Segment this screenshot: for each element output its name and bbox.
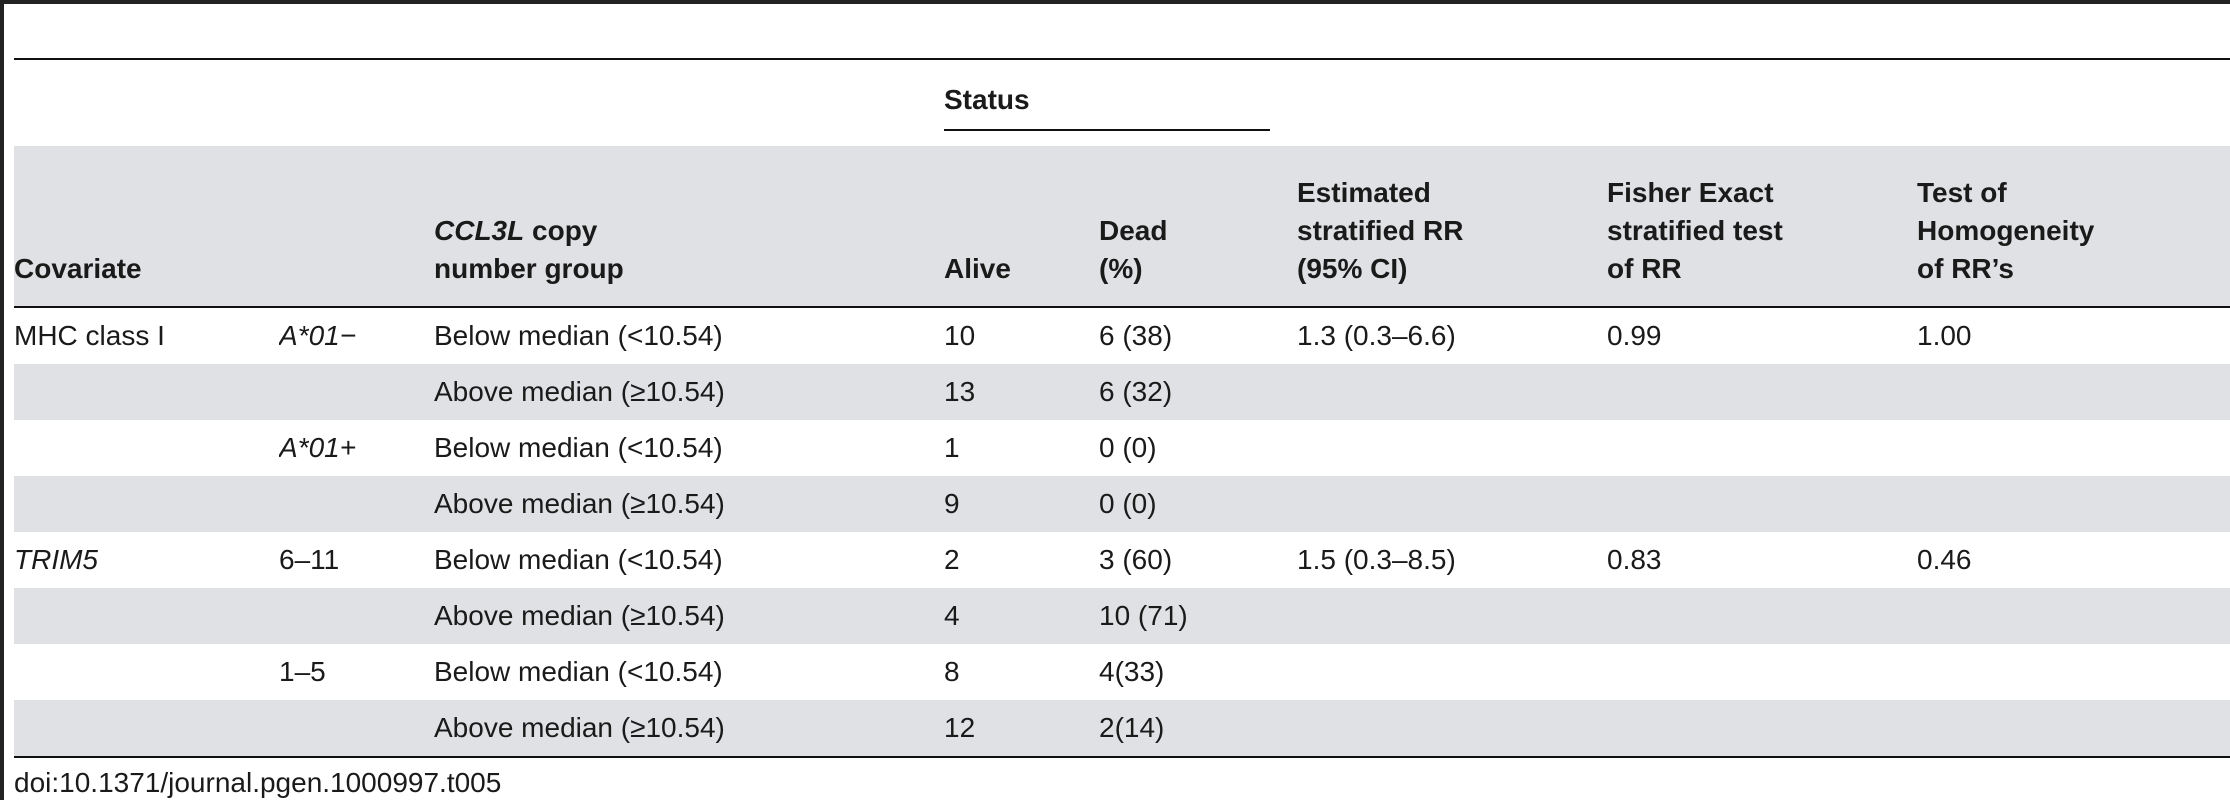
cell-fisher: 0.99 [1607,320,1662,351]
cell-group: Below median (<10.54) [434,320,723,351]
cell-covariate [14,364,279,420]
cell-level: A*01− [279,320,357,351]
column-header-row: Covariate CCL3L copy number group Alive … [14,146,2230,306]
table-row: A*01+ Below median (<10.54) 1 0 (0) [14,420,2230,476]
cell-covariate: TRIM5 [14,544,98,575]
cell-dead: 0 (0) [1099,476,1297,532]
cell-homogeneity [1917,364,2230,420]
cell-dead: 4(33) [1099,656,1165,687]
table-row: 1–5 Below median (<10.54) 8 4(33) [14,644,2230,700]
header-covariate: Covariate [14,146,279,306]
cell-fisher [1607,364,1917,420]
cell-group: Above median (≥10.54) [434,476,944,532]
cell-dead: 0 (0) [1099,432,1157,463]
cell-alive: 2 [944,544,960,575]
cell-level [279,700,434,756]
cell-rr [1297,588,1607,644]
cell-homogeneity [1917,476,2230,532]
cell-group: Above median (≥10.54) [434,588,944,644]
cell-group: Above median (≥10.54) [434,700,944,756]
cell-alive: 12 [944,700,1099,756]
cell-homogeneity [1917,700,2230,756]
cell-covariate [14,700,279,756]
cell-level [279,476,434,532]
cell-alive: 8 [944,656,960,687]
header-dead: Dead (%) [1099,146,1297,306]
table-top-rule [14,58,2230,60]
cell-group: Below median (<10.54) [434,544,723,575]
data-table-container: Status Covariate CCL3L copy number group… [14,58,2230,758]
cell-rr [1297,700,1607,756]
cell-rr [1297,476,1607,532]
cell-covariate: MHC class I [14,320,165,351]
cell-covariate [14,588,279,644]
table-row: MHC class I A*01− Below median (<10.54) … [14,308,2230,364]
left-border [0,0,4,800]
cell-alive: 4 [944,588,1099,644]
cell-fisher: 0.83 [1607,544,1662,575]
cell-dead: 2(14) [1099,700,1297,756]
cell-rr: 1.5 (0.3–8.5) [1297,544,1456,575]
cell-covariate [14,420,279,476]
cell-fisher [1607,476,1917,532]
cell-fisher [1607,420,1917,476]
data-table: Status Covariate CCL3L copy number group… [14,60,2230,758]
cell-rr [1297,644,1607,700]
doi-caption: doi:10.1371/journal.pgen.1000997.t005 [14,767,502,798]
header-estimated-rr: Estimated stratified RR (95% CI) [1297,146,1607,306]
top-border [0,0,2230,4]
cell-dead: 6 (32) [1099,364,1297,420]
cell-alive: 9 [944,476,1099,532]
cell-level [279,588,434,644]
header-rule [14,306,2230,308]
table-row: Above median (≥10.54) 9 0 (0) [14,476,2230,532]
status-header: Status [944,60,1297,146]
cell-rr [1297,364,1607,420]
cell-homogeneity [1917,588,2230,644]
cell-group: Above median (≥10.54) [434,364,944,420]
cell-rr: 1.3 (0.3–6.6) [1297,320,1456,351]
cell-alive: 13 [944,364,1099,420]
header-alive: Alive [944,146,1099,306]
table-row: Above median (≥10.54) 12 2(14) [14,700,2230,756]
table-row: TRIM5 6–11 Below median (<10.54) 2 3 (60… [14,532,2230,588]
cell-dead: 10 (71) [1099,588,1297,644]
table-bottom-rule [14,756,2230,758]
cell-covariate [14,476,279,532]
cell-fisher [1607,644,1917,700]
cell-level: 6–11 [279,544,340,575]
cell-homogeneity [1917,420,2230,476]
cell-fisher [1607,700,1917,756]
header-level [279,146,434,306]
cell-rr [1297,420,1607,476]
cell-level: 1–5 [279,656,326,687]
cell-fisher [1607,588,1917,644]
cell-dead: 6 (38) [1099,320,1173,351]
header-copy-number-group: CCL3L copy number group [434,146,944,306]
table-row: Above median (≥10.54) 13 6 (32) [14,364,2230,420]
cell-homogeneity: 1.00 [1917,320,1972,351]
cell-covariate [14,644,279,700]
header-homogeneity: Test of Homogeneity of RR’s [1917,146,2230,306]
cell-alive: 10 [944,320,976,351]
cell-group: Below median (<10.54) [434,432,723,463]
cell-level: A*01+ [279,432,357,463]
cell-group: Below median (<10.54) [434,656,723,687]
header-fisher-exact: Fisher Exact stratified test of RR [1607,146,1917,306]
table-row: Above median (≥10.54) 4 10 (71) [14,588,2230,644]
cell-homogeneity: 0.46 [1917,544,1972,575]
status-underline [944,129,1270,131]
cell-dead: 3 (60) [1099,544,1173,575]
status-header-row: Status [14,60,2230,146]
cell-alive: 1 [944,432,960,463]
cell-homogeneity [1917,644,2230,700]
cell-level [279,364,434,420]
